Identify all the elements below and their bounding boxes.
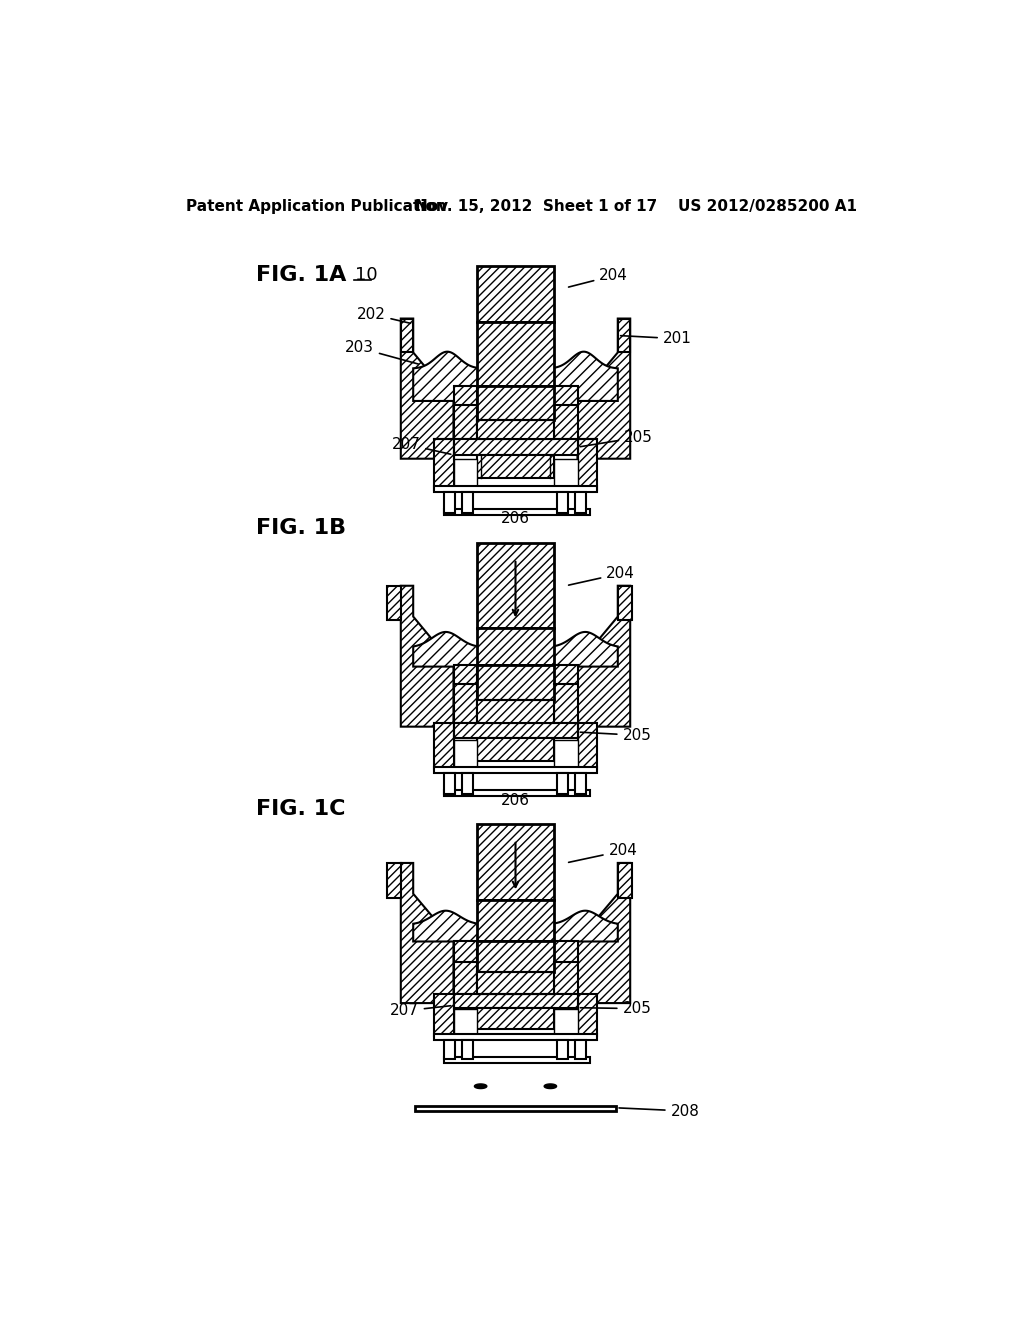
Bar bbox=[454, 1010, 477, 1034]
Bar bbox=[462, 492, 473, 513]
Bar bbox=[454, 739, 477, 767]
Bar bbox=[434, 440, 454, 490]
Bar bbox=[444, 492, 455, 513]
Bar bbox=[400, 318, 414, 352]
Text: Patent Application Publication: Patent Application Publication bbox=[186, 198, 446, 214]
Text: 10: 10 bbox=[355, 267, 378, 284]
Bar bbox=[578, 994, 597, 1036]
Text: 207: 207 bbox=[391, 437, 451, 454]
Bar bbox=[554, 941, 578, 994]
Bar bbox=[444, 508, 590, 515]
Text: 205: 205 bbox=[581, 727, 651, 743]
Bar bbox=[454, 994, 578, 1007]
Bar bbox=[454, 941, 477, 994]
Text: 204: 204 bbox=[568, 566, 635, 585]
Polygon shape bbox=[400, 318, 469, 459]
Bar bbox=[444, 1040, 455, 1059]
Text: FIG. 1A: FIG. 1A bbox=[256, 265, 346, 285]
Text: 208: 208 bbox=[620, 1104, 699, 1118]
Bar bbox=[557, 774, 568, 795]
Bar bbox=[434, 767, 597, 774]
Bar bbox=[477, 825, 554, 900]
Bar bbox=[575, 774, 586, 795]
Text: FIG. 1C: FIG. 1C bbox=[256, 799, 345, 818]
Polygon shape bbox=[400, 863, 454, 1003]
Bar bbox=[477, 385, 554, 420]
Bar bbox=[617, 586, 632, 620]
Polygon shape bbox=[562, 318, 630, 459]
Text: 205: 205 bbox=[581, 430, 653, 446]
Polygon shape bbox=[414, 911, 617, 941]
Bar bbox=[454, 723, 578, 738]
Bar bbox=[554, 665, 578, 723]
Bar bbox=[444, 1057, 590, 1063]
Bar bbox=[477, 700, 554, 723]
Bar bbox=[434, 723, 454, 770]
Bar bbox=[454, 665, 477, 723]
Text: 204: 204 bbox=[568, 268, 628, 286]
Bar bbox=[462, 1040, 473, 1059]
Bar bbox=[477, 322, 554, 385]
Text: FIG. 1B: FIG. 1B bbox=[256, 517, 346, 539]
Bar bbox=[387, 586, 400, 620]
Bar bbox=[454, 459, 477, 486]
Bar bbox=[387, 863, 400, 898]
Text: 202: 202 bbox=[356, 306, 411, 323]
Text: Nov. 15, 2012  Sheet 1 of 17: Nov. 15, 2012 Sheet 1 of 17 bbox=[415, 198, 657, 214]
Bar bbox=[462, 774, 473, 795]
Bar bbox=[557, 492, 568, 513]
Bar bbox=[477, 665, 554, 700]
Bar bbox=[415, 1106, 616, 1111]
Bar bbox=[454, 440, 578, 455]
Text: 205: 205 bbox=[581, 1001, 651, 1016]
Bar bbox=[617, 318, 630, 352]
Bar bbox=[557, 1040, 568, 1059]
Bar bbox=[575, 492, 586, 513]
Polygon shape bbox=[414, 632, 617, 667]
Bar bbox=[554, 459, 578, 486]
Bar bbox=[578, 723, 597, 770]
Polygon shape bbox=[474, 1084, 486, 1089]
Bar bbox=[477, 973, 554, 994]
Polygon shape bbox=[578, 863, 630, 1003]
Bar bbox=[477, 1007, 554, 1030]
Polygon shape bbox=[544, 1084, 557, 1089]
Bar bbox=[434, 994, 454, 1036]
Bar bbox=[454, 385, 477, 440]
Bar bbox=[477, 738, 554, 762]
Text: US 2012/0285200 A1: US 2012/0285200 A1 bbox=[678, 198, 857, 214]
Bar bbox=[477, 455, 554, 478]
Text: 206: 206 bbox=[501, 793, 530, 808]
Text: 201: 201 bbox=[621, 331, 691, 346]
Polygon shape bbox=[400, 586, 454, 726]
Bar bbox=[477, 900, 554, 941]
Text: 203: 203 bbox=[345, 341, 418, 364]
Bar bbox=[477, 267, 554, 322]
Bar bbox=[575, 1040, 586, 1059]
Bar bbox=[444, 774, 455, 795]
Bar bbox=[554, 385, 578, 440]
Bar bbox=[434, 486, 597, 492]
Text: 206: 206 bbox=[501, 511, 530, 527]
Bar bbox=[477, 941, 554, 973]
Bar bbox=[477, 628, 554, 665]
Bar bbox=[477, 420, 554, 440]
Bar bbox=[554, 739, 578, 767]
Bar bbox=[434, 1034, 597, 1040]
Bar bbox=[617, 863, 632, 898]
Bar bbox=[554, 1010, 578, 1034]
Bar bbox=[444, 789, 590, 796]
Polygon shape bbox=[578, 586, 630, 726]
Bar bbox=[578, 440, 597, 490]
Bar bbox=[477, 544, 554, 628]
Text: 207: 207 bbox=[390, 1003, 451, 1019]
Polygon shape bbox=[414, 351, 617, 401]
Text: 204: 204 bbox=[568, 843, 637, 862]
